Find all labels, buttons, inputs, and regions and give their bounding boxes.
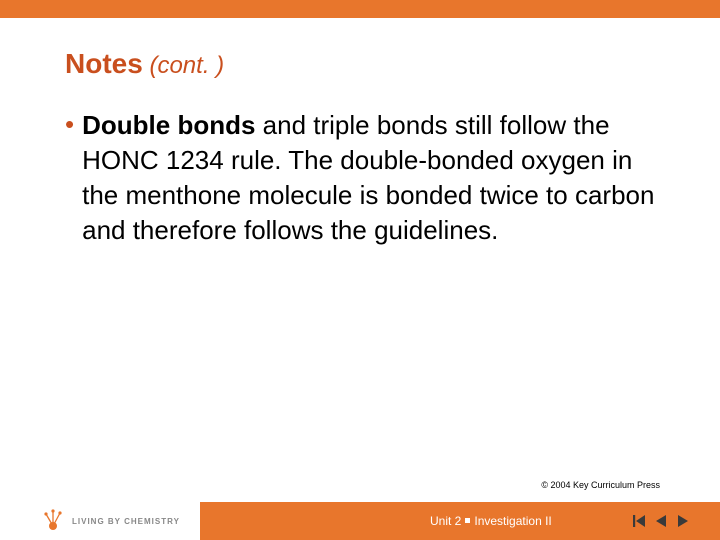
- bullet-item: • Double bonds and triple bonds still fo…: [65, 108, 655, 248]
- logo-icon: [40, 508, 66, 534]
- top-accent-bar: [0, 0, 720, 18]
- logo-area: LIVING BY CHEMISTRY: [0, 502, 200, 540]
- unit-prefix: Unit 2: [430, 514, 461, 528]
- footer-bar: LIVING BY CHEMISTRY Unit 2 Investigation …: [0, 502, 720, 540]
- logo-text: LIVING BY CHEMISTRY: [72, 517, 180, 526]
- unit-suffix: Investigation II: [474, 514, 551, 528]
- unit-separator-icon: [465, 518, 470, 523]
- nav-first-icon[interactable]: [632, 514, 646, 528]
- copyright-text: © 2004 Key Curriculum Press: [541, 480, 660, 490]
- content-area: Notes (cont. ) • Double bonds and triple…: [0, 18, 720, 540]
- slide-title: Notes (cont. ): [65, 48, 655, 80]
- title-main: Notes: [65, 48, 143, 79]
- title-suffix: (cont. ): [143, 52, 224, 79]
- slide: Notes (cont. ) • Double bonds and triple…: [0, 0, 720, 540]
- nav-next-icon[interactable]: [676, 514, 690, 528]
- nav-controls: [632, 514, 690, 528]
- bullet-marker: •: [65, 110, 74, 138]
- bullet-text: Double bonds and triple bonds still foll…: [82, 108, 655, 248]
- bullet-bold-lead: Double bonds: [82, 110, 255, 140]
- unit-label: Unit 2 Investigation II: [430, 514, 552, 528]
- nav-prev-icon[interactable]: [654, 514, 668, 528]
